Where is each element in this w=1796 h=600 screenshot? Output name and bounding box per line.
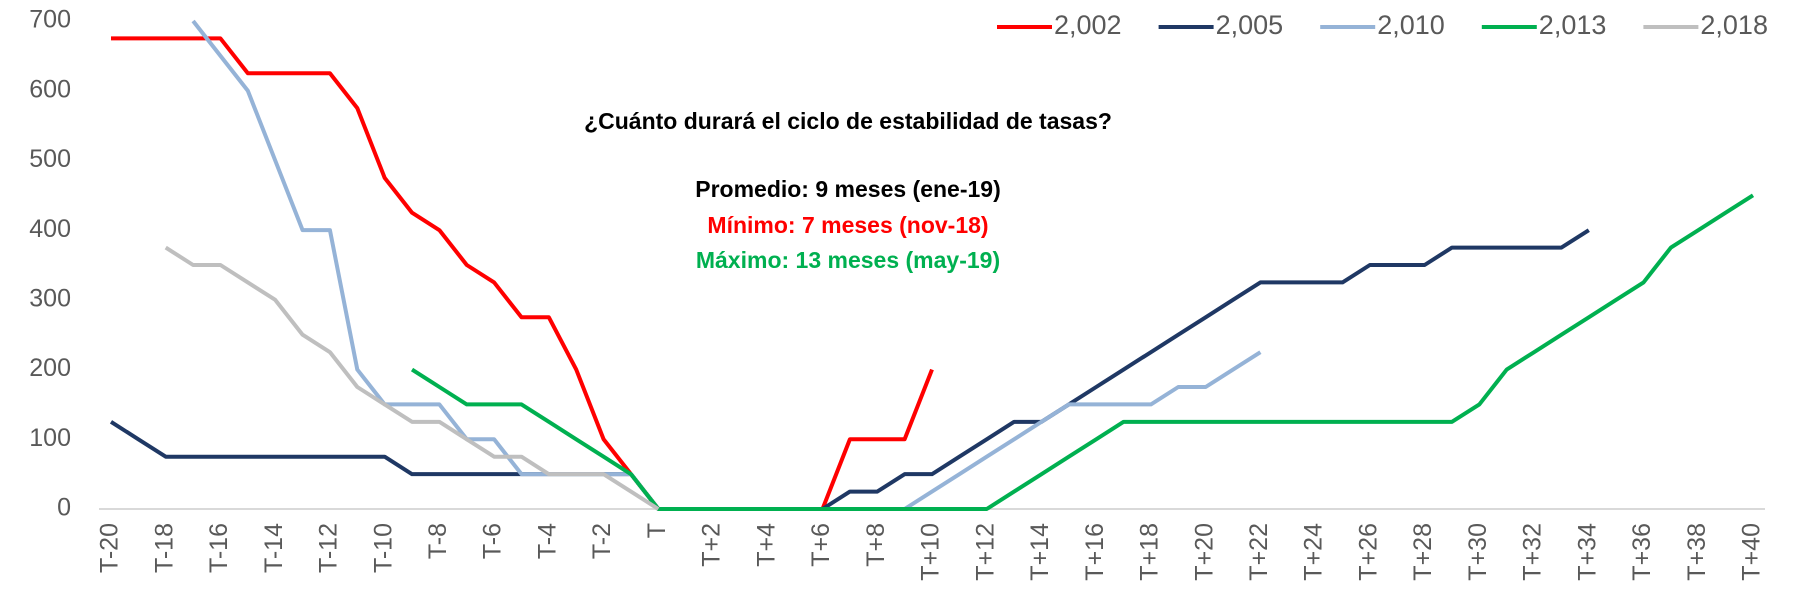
legend-label: 2,018 [1700,10,1768,40]
x-tick-label: T-16 [205,523,233,573]
y-tick-label: 400 [29,215,71,243]
x-tick-label: T+30 [1464,523,1492,581]
x-tick-label: T-6 [479,523,507,559]
y-tick-label: 100 [29,424,71,452]
legend-label: 2,005 [1216,10,1284,40]
x-tick-label: T+26 [1354,523,1382,581]
x-tick-label: T+34 [1573,523,1601,581]
x-tick-label: T+12 [971,523,999,581]
x-tick-label: T+28 [1409,523,1437,581]
x-tick-label: T-18 [150,523,178,573]
x-tick-label: T+2 [698,523,726,567]
x-tick-label: T+16 [1081,523,1109,581]
x-tick-label: T+10 [917,523,945,581]
y-tick-label: 600 [29,75,71,103]
x-tick-label: T-4 [533,523,561,559]
x-tick-label: T+18 [1136,523,1164,581]
x-tick-label: T+40 [1738,523,1766,581]
x-tick-label: T-8 [424,523,452,559]
series-line [109,228,1590,511]
x-tick-label: T+36 [1628,523,1656,581]
x-tick-label: T+38 [1683,523,1711,581]
legend-label: 2,002 [1054,10,1122,40]
annotation: Mínimo: 7 meses (nov-18) [707,212,988,238]
y-tick-label: 500 [29,145,71,173]
x-tick-label: T+4 [752,523,780,567]
x-tick-label: T+6 [807,523,835,567]
x-tick-label: T [643,523,671,538]
x-tick-label: T+32 [1519,523,1547,581]
y-tick-label: 300 [29,284,71,312]
x-tick-label: T-20 [96,523,124,573]
annotation: ¿Cuánto durará el ciclo de estabilidad d… [584,108,1112,134]
legend-label: 2,010 [1377,10,1445,40]
series-line [164,245,660,511]
y-tick-label: 200 [29,354,71,382]
annotation: Máximo: 13 meses (may-19) [696,247,1000,273]
y-tick-label: 0 [57,494,71,522]
x-tick-label: T-10 [369,523,397,573]
series-line [410,193,1755,511]
x-tick-label: T-2 [588,523,616,559]
x-tick-label: T+24 [1300,523,1328,581]
x-tick-label: T+20 [1190,523,1218,581]
annotation: Promedio: 9 meses (ene-19) [695,176,1001,202]
x-tick-label: T-12 [315,523,343,573]
x-tick-label: T+22 [1245,523,1273,581]
x-tick-label: T+8 [862,523,890,567]
x-tick-label: T-14 [260,523,288,573]
x-tick-label: T+14 [1026,523,1054,581]
legend-label: 2,013 [1539,10,1607,40]
y-tick-label: 700 [29,6,71,34]
